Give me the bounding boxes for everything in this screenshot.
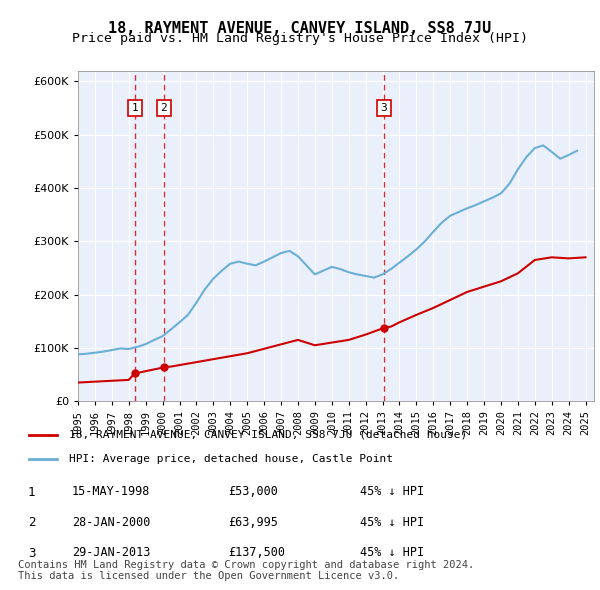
Text: £137,500: £137,500 [228, 546, 285, 559]
Text: 2: 2 [28, 516, 35, 529]
Text: Contains HM Land Registry data © Crown copyright and database right 2024.
This d: Contains HM Land Registry data © Crown c… [18, 559, 474, 581]
Text: 1: 1 [28, 486, 35, 499]
Text: HPI: Average price, detached house, Castle Point: HPI: Average price, detached house, Cast… [69, 454, 393, 464]
Text: 45% ↓ HPI: 45% ↓ HPI [360, 485, 424, 498]
Text: Price paid vs. HM Land Registry's House Price Index (HPI): Price paid vs. HM Land Registry's House … [72, 32, 528, 45]
Text: 45% ↓ HPI: 45% ↓ HPI [360, 546, 424, 559]
Text: 18, RAYMENT AVENUE, CANVEY ISLAND, SS8 7JU (detached house): 18, RAYMENT AVENUE, CANVEY ISLAND, SS8 7… [69, 430, 467, 440]
Text: 3: 3 [28, 547, 35, 560]
Text: £63,995: £63,995 [228, 516, 278, 529]
Text: £53,000: £53,000 [228, 485, 278, 498]
Text: 28-JAN-2000: 28-JAN-2000 [72, 516, 151, 529]
Text: 18, RAYMENT AVENUE, CANVEY ISLAND, SS8 7JU: 18, RAYMENT AVENUE, CANVEY ISLAND, SS8 7… [109, 21, 491, 35]
Text: 2: 2 [161, 103, 167, 113]
Text: 15-MAY-1998: 15-MAY-1998 [72, 485, 151, 498]
Text: 29-JAN-2013: 29-JAN-2013 [72, 546, 151, 559]
Text: 3: 3 [380, 103, 387, 113]
Text: 1: 1 [131, 103, 139, 113]
Text: 45% ↓ HPI: 45% ↓ HPI [360, 516, 424, 529]
